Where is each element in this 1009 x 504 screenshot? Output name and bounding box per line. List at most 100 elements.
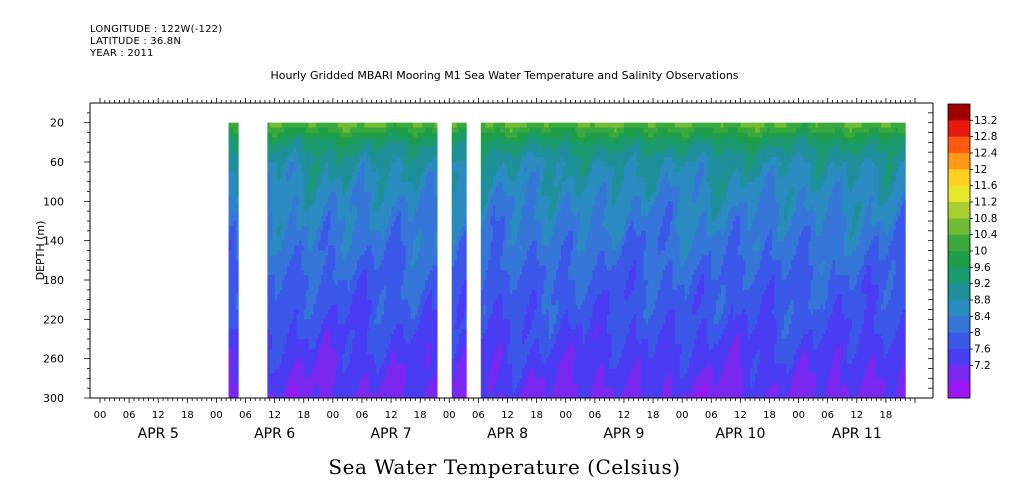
heatmap-cell bbox=[315, 343, 319, 350]
heatmap-cell bbox=[461, 284, 465, 291]
heatmap-cell bbox=[298, 324, 302, 330]
heatmap-cell bbox=[500, 211, 504, 217]
heatmap-cell bbox=[354, 275, 358, 281]
heatmap-cell bbox=[344, 284, 348, 291]
heatmap-cell bbox=[359, 353, 363, 360]
heatmap-cell bbox=[366, 289, 370, 296]
heatmap-cell bbox=[480, 132, 484, 138]
heatmap-cell bbox=[393, 157, 397, 163]
heatmap-cell bbox=[429, 147, 433, 153]
heatmap-cell bbox=[495, 358, 499, 364]
heatmap-cell bbox=[381, 299, 385, 305]
heatmap-cell bbox=[313, 166, 317, 173]
heatmap-cell bbox=[286, 378, 290, 384]
heatmap-cell bbox=[502, 137, 506, 143]
heatmap-cell bbox=[388, 235, 392, 242]
heatmap-cell bbox=[296, 181, 300, 187]
heatmap-cell bbox=[342, 181, 346, 187]
heatmap-cell bbox=[277, 122, 280, 128]
heatmap-cell bbox=[434, 201, 438, 207]
heatmap-cell bbox=[272, 255, 276, 261]
heatmap-cell bbox=[485, 201, 489, 207]
heatmap-cell bbox=[500, 196, 504, 202]
heatmap-cell bbox=[272, 162, 276, 168]
heatmap-cell bbox=[337, 216, 341, 222]
heatmap-cell bbox=[415, 211, 419, 217]
heatmap-cell bbox=[357, 211, 360, 217]
heatmap-cell bbox=[371, 122, 375, 128]
heatmap-cell bbox=[281, 137, 285, 143]
heatmap-cell bbox=[267, 255, 271, 261]
heatmap-cell bbox=[284, 245, 288, 251]
heatmap-cell bbox=[434, 191, 438, 197]
heatmap-cell bbox=[429, 260, 433, 266]
heatmap-cell bbox=[235, 388, 239, 394]
heatmap-cell bbox=[500, 363, 504, 369]
heatmap-cell bbox=[483, 334, 487, 340]
heatmap-cell bbox=[344, 334, 348, 340]
heatmap-cell bbox=[349, 255, 353, 261]
heatmap-cell bbox=[267, 289, 271, 296]
heatmap-cell bbox=[461, 358, 465, 364]
heatmap-cell bbox=[296, 127, 300, 133]
heatmap-cell bbox=[378, 250, 382, 256]
heatmap-cell bbox=[400, 324, 404, 330]
heatmap-cell bbox=[410, 162, 414, 168]
heatmap-cell bbox=[461, 196, 465, 202]
heatmap-cell bbox=[361, 211, 365, 217]
heatmap-cell bbox=[434, 122, 438, 128]
heatmap-cell bbox=[408, 152, 411, 158]
heatmap-cell bbox=[303, 191, 307, 197]
heatmap-cell bbox=[335, 314, 339, 320]
heatmap-cell bbox=[349, 152, 353, 158]
heatmap-cell bbox=[492, 191, 496, 197]
heatmap-cell bbox=[429, 314, 433, 320]
heatmap-cell bbox=[480, 250, 484, 256]
heatmap-cell bbox=[388, 368, 392, 374]
heatmap-cell bbox=[420, 235, 424, 242]
heatmap-cell bbox=[352, 122, 356, 128]
heatmap-cell bbox=[393, 127, 397, 133]
heatmap-cell bbox=[294, 157, 297, 163]
heatmap-cell bbox=[291, 211, 295, 217]
heatmap-cell bbox=[403, 378, 407, 384]
heatmap-cell bbox=[311, 284, 314, 291]
heatmap-cell bbox=[425, 339, 428, 345]
heatmap-cell bbox=[427, 142, 431, 148]
heatmap-cell bbox=[386, 260, 390, 266]
heatmap-cell bbox=[378, 280, 382, 286]
heatmap-cell bbox=[289, 240, 293, 246]
heatmap-cell bbox=[328, 304, 331, 310]
heatmap-cell bbox=[381, 309, 385, 315]
heatmap-cell bbox=[480, 334, 484, 340]
heatmap-cell bbox=[483, 250, 487, 256]
heatmap-cell bbox=[337, 388, 341, 394]
heatmap-cell bbox=[306, 393, 310, 399]
heatmap-cell bbox=[318, 363, 322, 369]
heatmap-cell bbox=[274, 343, 278, 350]
heatmap-cell bbox=[291, 393, 295, 399]
heatmap-cell bbox=[311, 176, 314, 183]
heatmap-cell bbox=[412, 176, 416, 183]
heatmap-cell bbox=[388, 176, 392, 183]
heatmap-cell bbox=[408, 250, 411, 256]
heatmap-cell bbox=[318, 353, 322, 360]
heatmap-cell bbox=[369, 275, 373, 281]
heatmap-cell bbox=[269, 216, 273, 222]
heatmap-cell bbox=[492, 348, 496, 355]
heatmap-cell bbox=[388, 132, 392, 138]
heatmap-cell bbox=[381, 162, 385, 168]
heatmap-cell bbox=[303, 284, 307, 291]
heatmap-cell bbox=[233, 358, 237, 364]
heatmap-cell bbox=[364, 348, 368, 355]
heatmap-cell bbox=[233, 137, 237, 143]
heatmap-cell bbox=[371, 201, 375, 207]
heatmap-cell bbox=[230, 142, 234, 148]
heatmap-cell bbox=[490, 324, 494, 330]
heatmap-cell bbox=[359, 201, 363, 207]
heatmap-cell bbox=[279, 284, 283, 291]
heatmap-cell bbox=[272, 309, 276, 315]
heatmap-cell bbox=[393, 152, 397, 158]
heatmap-cell bbox=[420, 265, 424, 271]
heatmap-cell bbox=[279, 166, 283, 173]
